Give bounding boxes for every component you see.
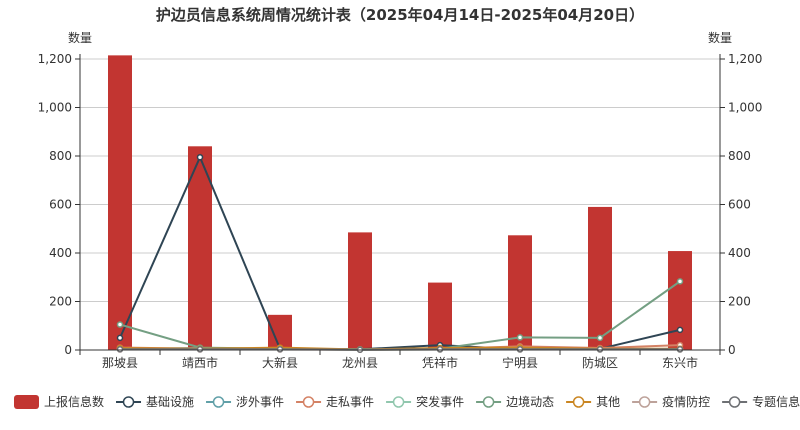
legend-marker xyxy=(638,396,651,408)
data-point[interactable] xyxy=(596,334,604,342)
data-point[interactable] xyxy=(276,346,284,353)
legend-item[interactable]: 其他 xyxy=(566,395,620,409)
data-point[interactable] xyxy=(676,346,684,353)
chart-title: 护边员信息系统周情况统计表（2025年04月14日-2025年04月20日） xyxy=(156,6,644,24)
x-tick-label: 龙州县 xyxy=(342,356,378,370)
y-tick-label-right: 200 xyxy=(728,295,751,309)
y-tick-label-left: 0 xyxy=(64,343,72,357)
y-tick-label-left: 400 xyxy=(49,246,72,260)
x-tick-label: 那坡县 xyxy=(102,356,138,370)
bar[interactable] xyxy=(348,232,372,350)
legend-item[interactable]: 疫情防控 xyxy=(632,394,710,409)
bar[interactable] xyxy=(188,146,212,350)
bar[interactable] xyxy=(588,206,612,350)
y-tick-label-right: 600 xyxy=(728,198,751,212)
legend-label: 专题信息 xyxy=(752,394,800,409)
y-tick-label-left: 1,000 xyxy=(38,101,72,115)
x-tick-label: 宁明县 xyxy=(502,355,538,370)
data-point[interactable] xyxy=(676,278,684,285)
legend-label: 其他 xyxy=(596,395,620,409)
data-point[interactable] xyxy=(516,334,524,341)
y-tick-label-right: 800 xyxy=(728,149,751,163)
y-tick-label-left: 600 xyxy=(49,198,72,212)
legend-marker xyxy=(728,396,741,408)
legend-marker xyxy=(212,396,225,408)
y-tick-label-right: 400 xyxy=(728,246,751,260)
legend-label: 突发事件 xyxy=(416,394,464,409)
data-point[interactable] xyxy=(596,346,604,353)
data-point[interactable] xyxy=(436,346,444,353)
legend-marker xyxy=(392,396,405,408)
legend-item[interactable]: 突发事件 xyxy=(386,394,464,409)
data-point[interactable] xyxy=(116,346,124,353)
data-point[interactable] xyxy=(516,346,524,353)
y-tick-label-right: 1,000 xyxy=(728,101,762,115)
legend-item[interactable]: 上报信息数 xyxy=(14,394,104,409)
legend-label: 走私事件 xyxy=(326,395,374,409)
axes: 0 0 200 200 400 400 600 600 800 800 1,000 1,000 1,20… xyxy=(38,52,763,370)
legend-item[interactable]: 边境动态 xyxy=(476,394,554,409)
y-tick-label-left: 1,200 xyxy=(38,52,72,66)
legend-label: 上报信息数 xyxy=(44,394,104,409)
legend-item[interactable]: 涉外事件 xyxy=(206,395,284,409)
legend-item[interactable]: 走私事件 xyxy=(296,395,374,409)
data-point[interactable] xyxy=(116,321,124,328)
legend-marker xyxy=(122,396,135,408)
x-tick-label: 大新县 xyxy=(262,355,298,370)
data-point[interactable] xyxy=(196,346,204,353)
data-point[interactable] xyxy=(196,153,204,161)
y-axis-label-right: 数量 xyxy=(708,30,732,45)
bar[interactable] xyxy=(268,314,292,350)
bar[interactable] xyxy=(428,282,452,350)
legend-marker xyxy=(572,396,585,408)
bar[interactable] xyxy=(668,251,692,350)
bar[interactable] xyxy=(108,55,132,351)
legend-item[interactable]: 基础设施 xyxy=(116,395,194,409)
legend-label: 基础设施 xyxy=(146,395,194,409)
y-tick-label-right: 0 xyxy=(728,343,736,357)
legend-label: 疫情防控 xyxy=(662,394,710,409)
legend-marker xyxy=(302,396,315,408)
legend-label: 边境动态 xyxy=(506,394,554,409)
bar-series xyxy=(108,55,692,351)
x-tick-label: 东兴市 xyxy=(662,355,698,370)
x-tick-label: 防城区 xyxy=(582,355,618,370)
y-axis-label-left: 数量 xyxy=(68,30,92,45)
legend[interactable]: 上报信息数 基础设施 涉外事件 走私事件 突发事件 边境动态 其他 疫情防控 专题信息 xyxy=(14,394,800,409)
legend-item[interactable]: 专题信息 xyxy=(722,394,800,409)
x-tick-label: 靖西市 xyxy=(182,355,218,370)
legend-marker xyxy=(482,396,495,408)
legend-label: 涉外事件 xyxy=(236,395,284,409)
y-tick-label-left: 200 xyxy=(49,295,72,309)
y-tick-label-right: 1,200 xyxy=(728,52,762,66)
data-point[interactable] xyxy=(116,334,124,342)
data-point[interactable] xyxy=(676,326,684,334)
x-tick-label: 凭祥市 xyxy=(422,355,458,370)
grid-lines xyxy=(80,58,720,302)
y-tick-label-left: 800 xyxy=(49,149,72,163)
bar[interactable] xyxy=(508,235,532,350)
legend-swatch xyxy=(14,395,39,409)
